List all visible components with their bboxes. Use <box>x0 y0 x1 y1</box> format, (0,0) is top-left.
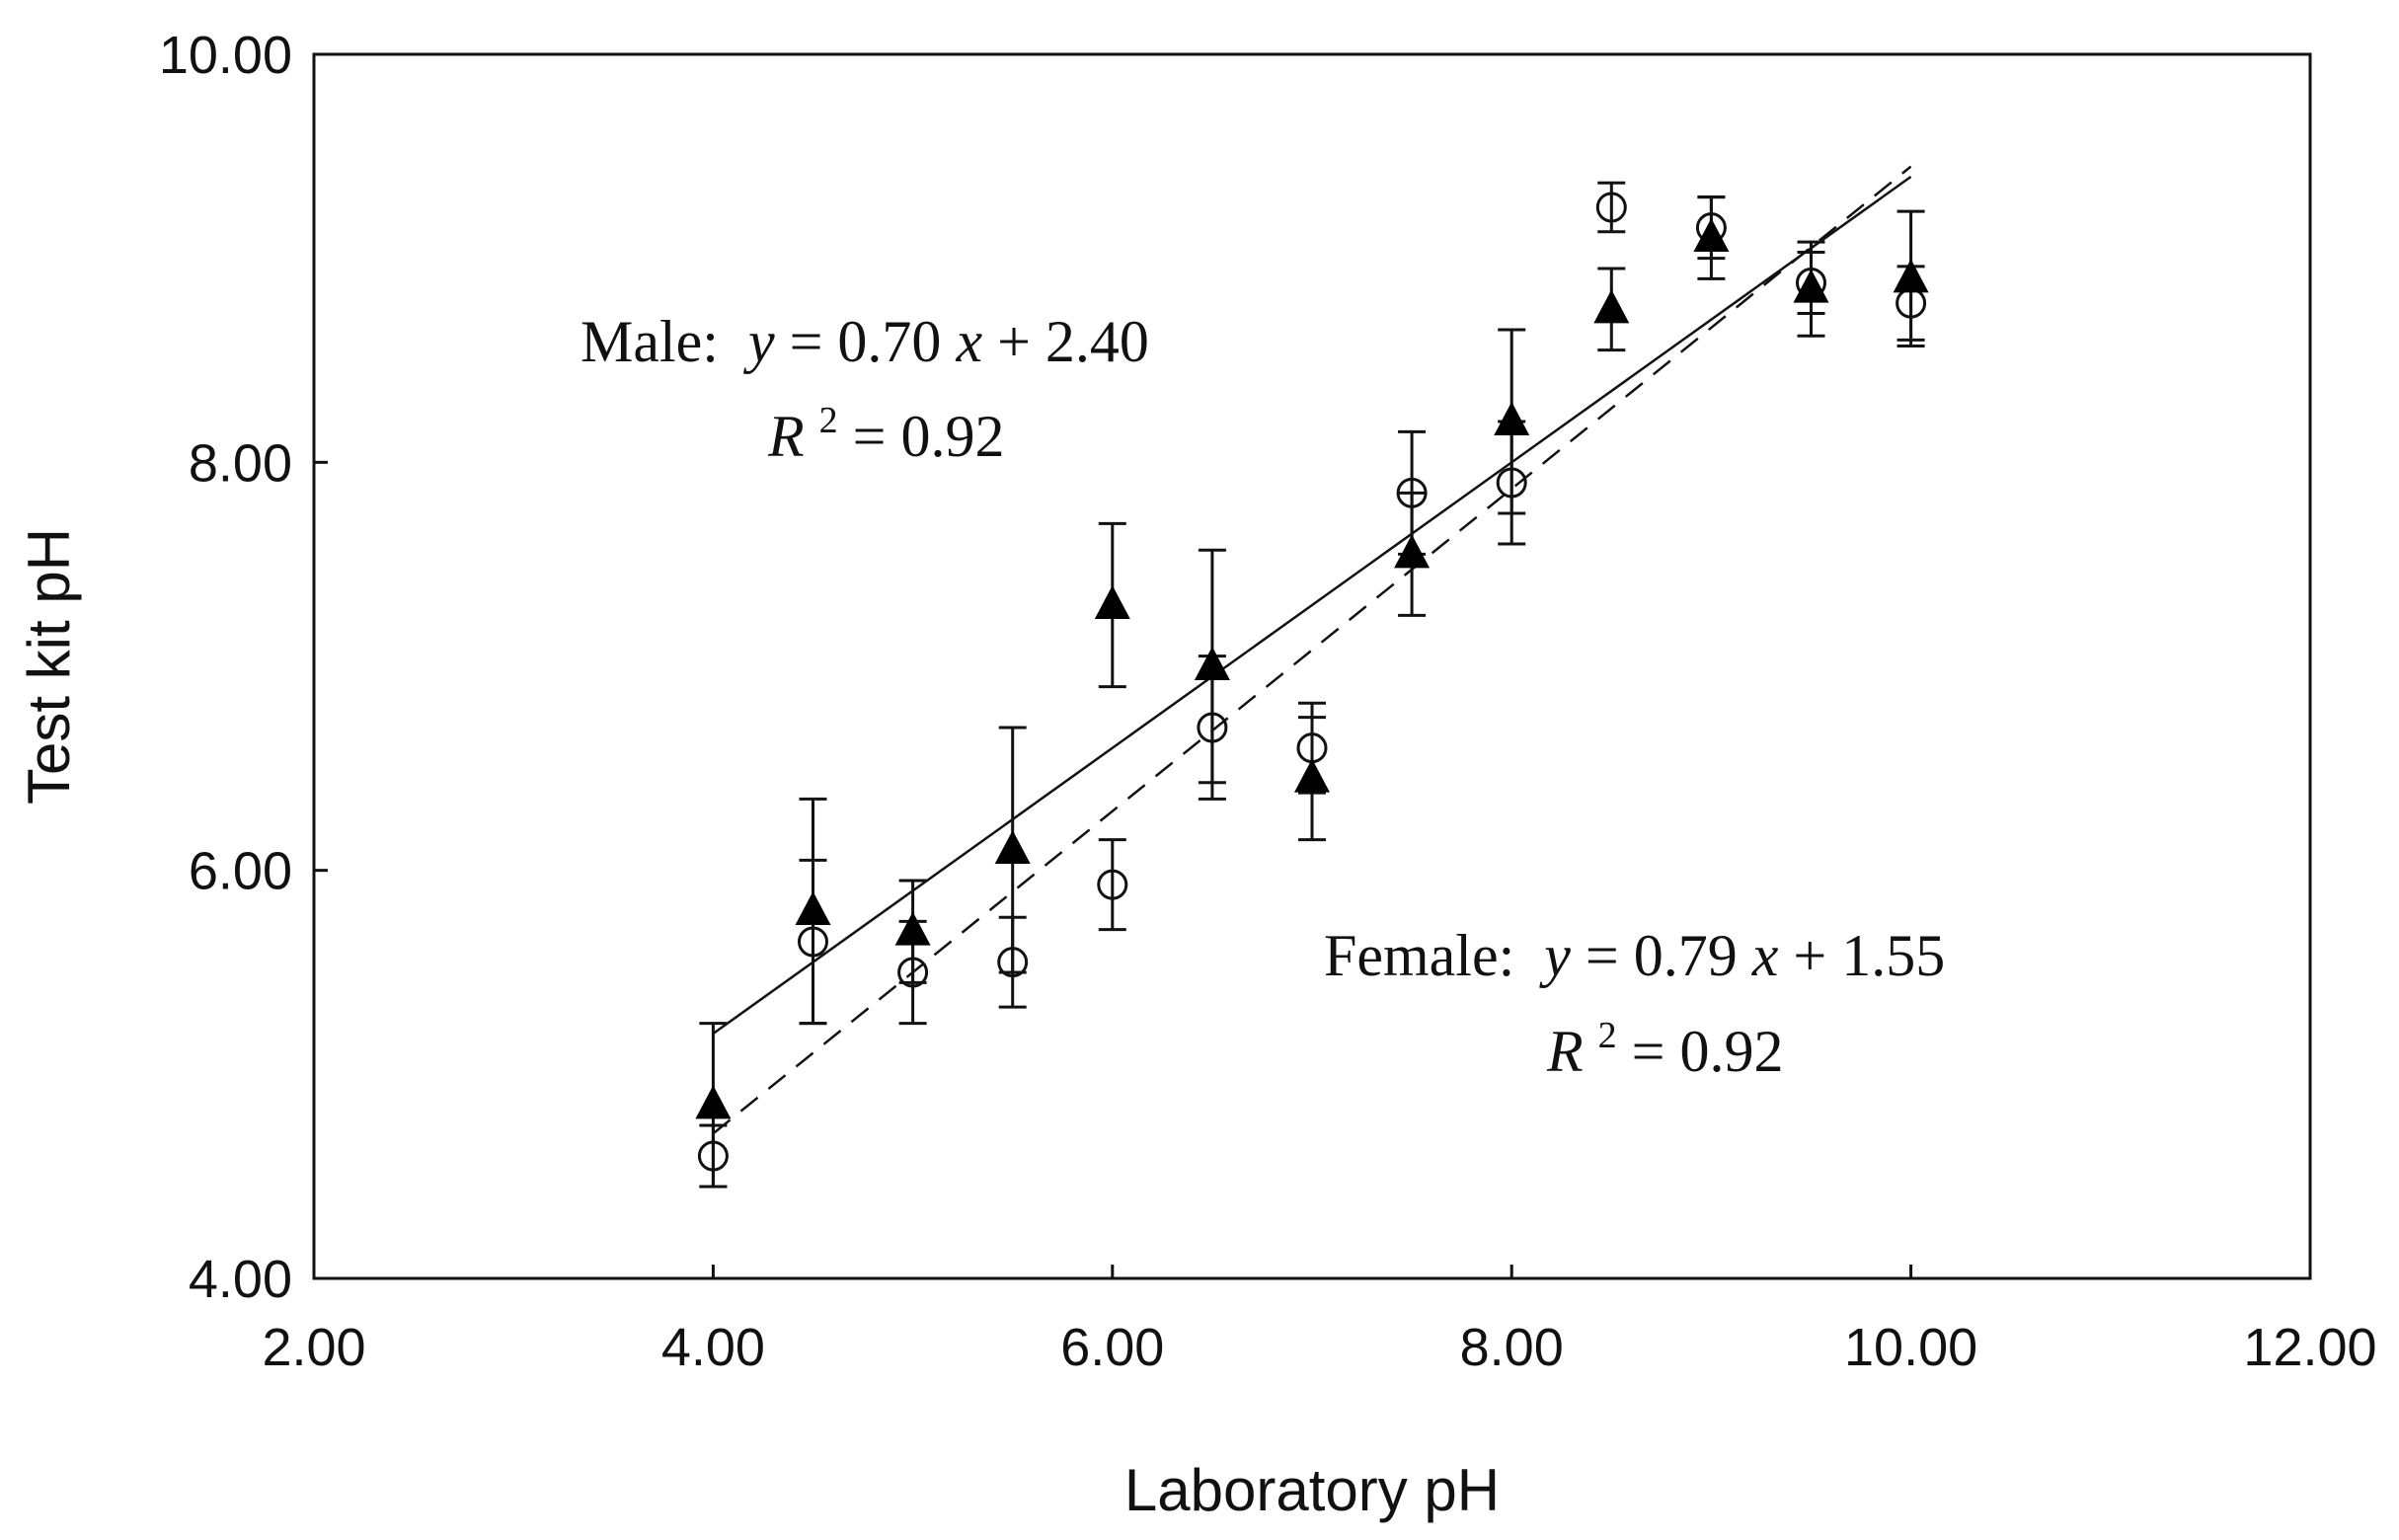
male-fit-annotation: Male: y = 0.70 x + 2.40 R 2 = 0.92 <box>580 309 1149 469</box>
svg-text:Female: y = 0.79: Female: y = 0.79 x + 1.55 <box>1324 923 1945 988</box>
male-point <box>1494 402 1530 435</box>
male-point <box>1693 218 1730 252</box>
female-point <box>697 1140 729 1172</box>
x-tick-label-0: 2.00 <box>262 1318 365 1377</box>
female-error-bar <box>998 915 1027 1009</box>
male-point <box>994 830 1031 864</box>
female-fit-annotation: Female: y = 0.79 x + 1.55 R 2 = 0.92 <box>1324 923 1945 1084</box>
male-point <box>1394 534 1431 569</box>
male-point <box>1793 269 1829 303</box>
female-point <box>1197 712 1228 743</box>
female-point <box>997 947 1029 978</box>
plot-area <box>312 52 2312 1280</box>
female-error-bar <box>699 1123 728 1189</box>
data-markers <box>695 192 1929 1172</box>
x-tick-label-2: 6.00 <box>1060 1318 1164 1377</box>
male-label: Male: <box>580 309 719 374</box>
female-error-bar <box>1597 181 1626 234</box>
female-point <box>897 957 929 988</box>
female-error-bar <box>1498 420 1526 546</box>
female-point <box>1097 869 1128 900</box>
female-error-bar <box>1098 838 1126 932</box>
male-point <box>1094 585 1130 619</box>
male-point <box>695 1085 732 1119</box>
y-tick-label-0: 4.00 <box>189 1250 292 1309</box>
male-point <box>795 891 831 925</box>
female-point <box>1396 477 1428 508</box>
y-axis: 4.00 6.00 8.00 10.00 <box>159 26 328 1309</box>
male-fit-line <box>712 175 1912 1036</box>
male-point <box>1194 647 1230 680</box>
female-point <box>1496 467 1527 499</box>
y-tick-label-3: 10.00 <box>159 26 292 85</box>
female-r2: R <box>1546 1019 1584 1084</box>
x-tick-label-4: 10.00 <box>1844 1318 1977 1377</box>
male-point <box>1593 289 1630 324</box>
female-point <box>798 926 828 958</box>
y-axis-title: Test kit pH <box>16 528 82 805</box>
svg-text:R 2 = 0.92: R 2 = 0.92 <box>1546 995 1784 1084</box>
female-error-bar <box>799 858 827 1026</box>
x-axis-title: Laboratory pH <box>1124 1457 1500 1523</box>
male-point <box>1893 259 1929 293</box>
male-point <box>1294 758 1330 793</box>
x-tick-label-3: 8.00 <box>1460 1318 1564 1377</box>
y-tick-label-2: 8.00 <box>189 433 292 493</box>
svg-text:R 2 = 0.92: R 2 = 0.92 <box>767 380 1005 469</box>
female-label: Female: <box>1324 923 1514 988</box>
male-r2: R <box>767 404 805 469</box>
female-point <box>1595 192 1627 223</box>
svg-text:Male: y = 0.70: Male: y = 0.70 x + 2.40 <box>580 309 1149 374</box>
x-tick-label-1: 4.00 <box>661 1318 765 1377</box>
x-axis: 2.00 4.00 6.00 8.00 10.00 12.00 <box>262 1265 2377 1377</box>
y-tick-label-1: 6.00 <box>189 842 292 901</box>
male-point <box>894 911 931 946</box>
x-tick-label-5: 12.00 <box>2243 1318 2376 1377</box>
